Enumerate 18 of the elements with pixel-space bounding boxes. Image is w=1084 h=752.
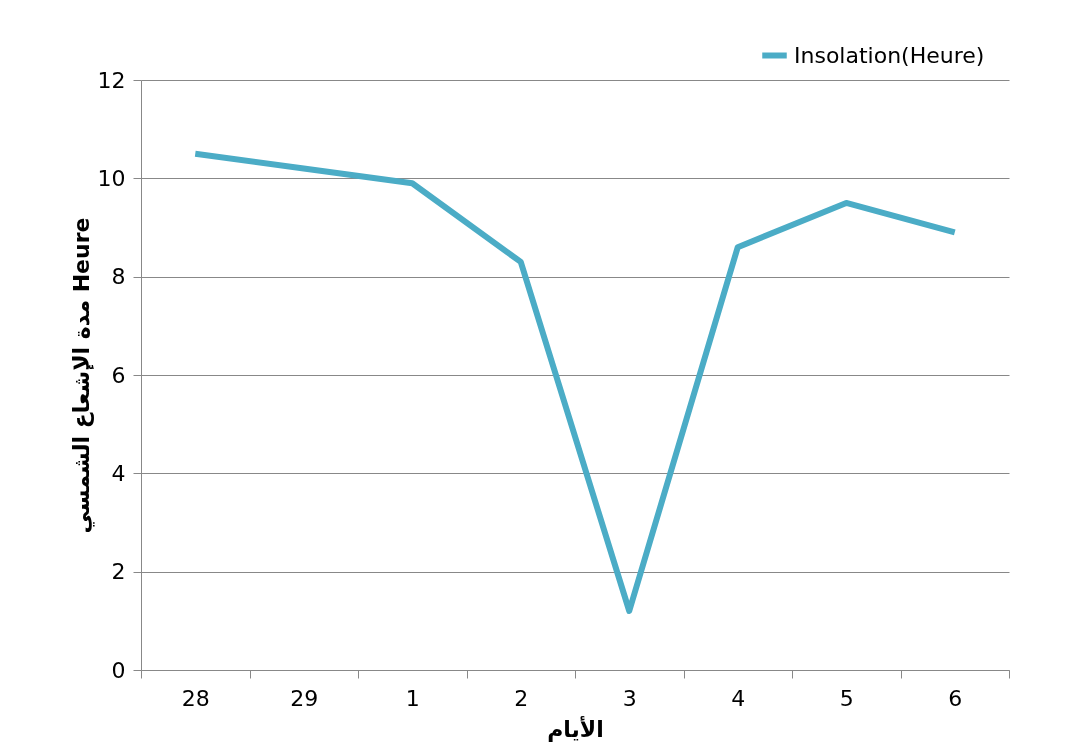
- y-axis-title: مدة الإشعاع الشمسي Heure: [68, 217, 95, 534]
- y-tick-label: 6: [111, 362, 126, 388]
- y-tick-label: 8: [111, 264, 126, 290]
- x-tick-label: 4: [731, 685, 746, 711]
- x-tick-label: 29: [290, 685, 319, 711]
- x-tick-label: 1: [405, 685, 420, 711]
- y-tick-label: 0: [111, 657, 126, 683]
- x-axis-title: الأيام: [547, 714, 604, 742]
- x-tick-label: 28: [181, 685, 210, 711]
- x-tick-label: 3: [622, 685, 637, 711]
- x-tick-label: 6: [948, 685, 963, 711]
- y-tick-label: 4: [111, 460, 126, 486]
- x-tick-label: 5: [839, 685, 854, 711]
- legend-label: Insolation(Heure): [794, 42, 985, 68]
- y-tick-label: 10: [97, 165, 126, 191]
- y-tick-label: 12: [97, 67, 126, 93]
- x-tick-label: 2: [514, 685, 529, 711]
- y-tick-label: 2: [111, 559, 126, 585]
